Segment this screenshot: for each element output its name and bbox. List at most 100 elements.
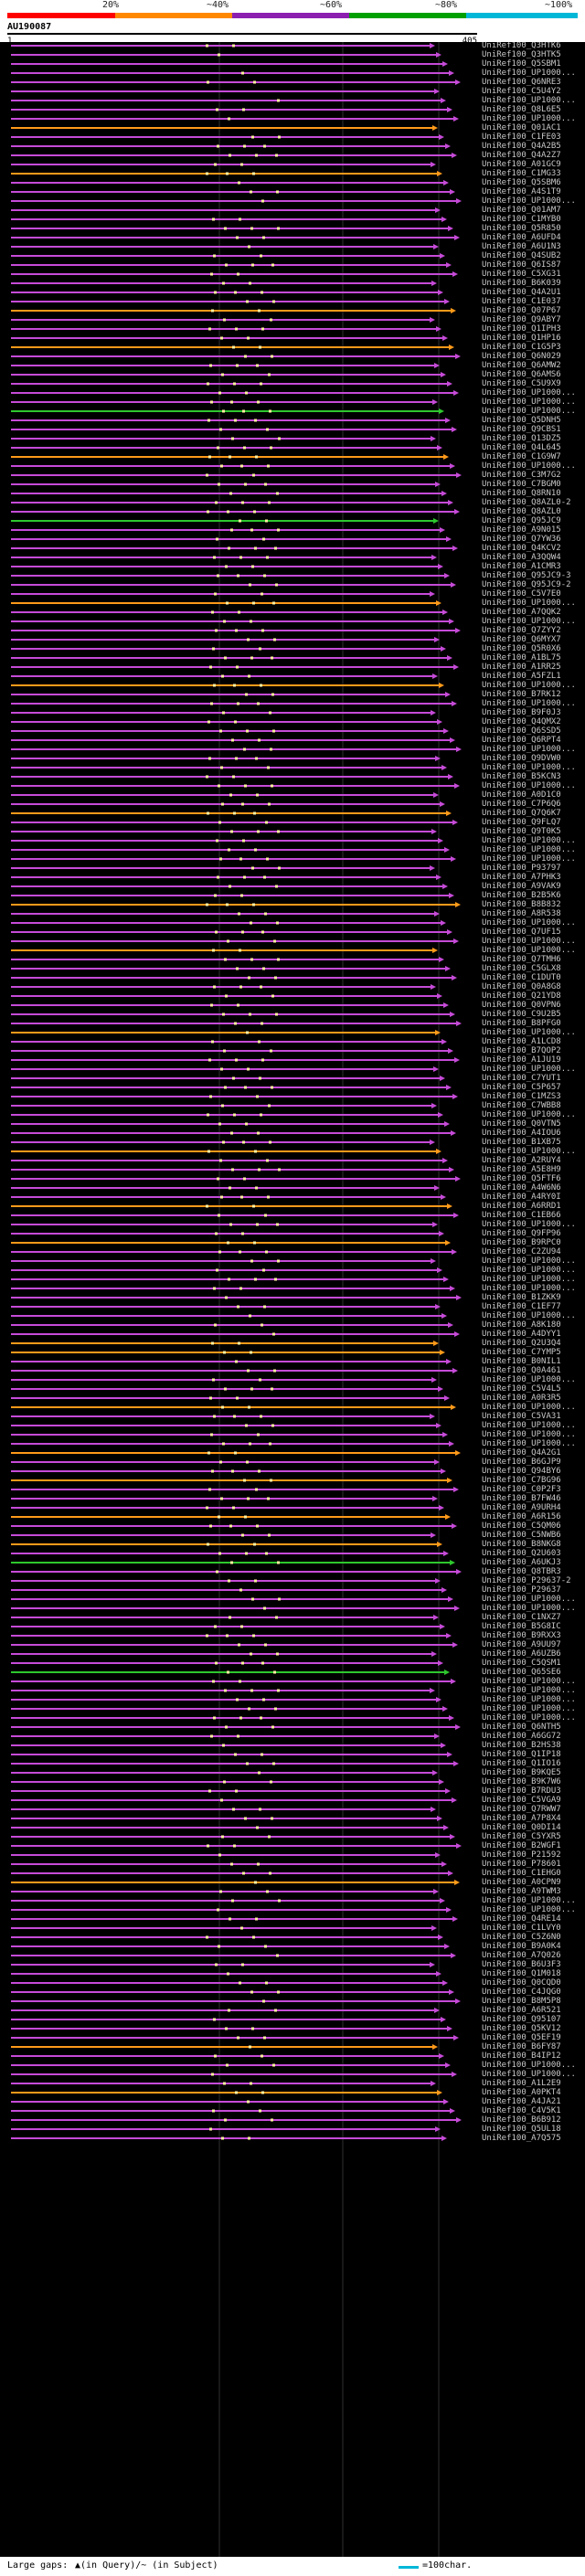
hit-name-link[interactable]: UniRef100_C5V7E0 — [482, 589, 561, 599]
hit-name-link[interactable]: UniRef100_C7WBB8 — [482, 1101, 561, 1110]
hit-name-link[interactable]: UniRef100_Q5SBM6 — [482, 178, 561, 187]
hit-name-link[interactable]: UniRef100_UP1000... — [482, 699, 576, 708]
hit-name-link[interactable]: UniRef100_C5QSM1 — [482, 1659, 561, 1668]
hit-name-link[interactable]: UniRef100_A1JU19 — [482, 1055, 561, 1065]
hit-name-link[interactable]: UniRef100_P93797 — [482, 864, 561, 873]
hit-name-link[interactable]: UniRef100_Q6N029 — [482, 352, 561, 361]
hit-name-link[interactable]: UniRef100_A6R521 — [482, 2006, 561, 2015]
hit-name-link[interactable]: UniRef100_UP1000... — [482, 1421, 576, 1430]
hit-name-link[interactable]: UniRef100_Q1IPH3 — [482, 324, 561, 334]
hit-name-link[interactable]: UniRef100_A9N015 — [482, 525, 561, 535]
hit-name-link[interactable]: UniRef100_UP1000... — [482, 1713, 576, 1723]
hit-name-link[interactable]: UniRef100_C1NXZ7 — [482, 1613, 561, 1622]
hit-name-link[interactable]: UniRef100_A6UFD4 — [482, 233, 561, 242]
hit-name-link[interactable]: UniRef100_UP1000... — [482, 1430, 576, 1439]
hit-name-link[interactable]: UniRef100_Q6IS87 — [482, 260, 561, 270]
hit-name-link[interactable]: UniRef100_B6FY87 — [482, 2042, 561, 2051]
hit-name-link[interactable]: UniRef100_C2ZU94 — [482, 1247, 561, 1256]
hit-name-link[interactable]: UniRef100_B0NIL1 — [482, 1357, 561, 1366]
hit-name-link[interactable]: UniRef100_C5Z6N0 — [482, 1933, 561, 1942]
hit-name-link[interactable]: UniRef100_A6RRD1 — [482, 1202, 561, 1211]
hit-name-link[interactable]: UniRef100_UP1000... — [482, 745, 576, 754]
hit-name-link[interactable]: UniRef100_Q2U603 — [482, 1549, 561, 1558]
hit-name-link[interactable]: UniRef100_C5U4Y2 — [482, 87, 561, 96]
hit-name-link[interactable]: UniRef100_B2HS38 — [482, 1741, 561, 1750]
hit-name-link[interactable]: UniRef100_A6R156 — [482, 1512, 561, 1521]
hit-name-link[interactable]: UniRef100_UP1000... — [482, 1896, 576, 1905]
hit-name-link[interactable]: UniRef100_UP1000... — [482, 461, 576, 471]
hit-name-link[interactable]: UniRef100_B8PFG0 — [482, 1019, 561, 1028]
hit-name-link[interactable]: UniRef100_Q4A2Z7 — [482, 151, 561, 160]
hit-name-link[interactable]: UniRef100_B9A0K4 — [482, 1942, 561, 1951]
hit-name-link[interactable]: UniRef100_B2WGF1 — [482, 1841, 561, 1850]
hit-name-link[interactable]: UniRef100_UP1000... — [482, 854, 576, 864]
hit-name-link[interactable]: UniRef100_A1CMR3 — [482, 562, 561, 571]
hit-name-link[interactable]: UniRef100_Q9T0K5 — [482, 827, 561, 836]
hit-name-link[interactable]: UniRef100_A1BL75 — [482, 653, 561, 663]
hit-name-link[interactable]: UniRef100_Q7TMH6 — [482, 955, 561, 964]
hit-name-link[interactable]: UniRef100_Q2U3Q4 — [482, 1339, 561, 1348]
hit-name-link[interactable]: UniRef100_P78601 — [482, 1860, 561, 1869]
hit-name-link[interactable]: UniRef100_UP1000... — [482, 388, 576, 398]
hit-name-link[interactable]: UniRef100_A1L2E9 — [482, 2079, 561, 2088]
hit-name-link[interactable]: UniRef100_UP1000... — [482, 114, 576, 123]
hit-name-link[interactable]: UniRef100_A01GC9 — [482, 160, 561, 169]
hit-name-link[interactable]: UniRef100_Q5UL18 — [482, 2125, 561, 2134]
hit-name-link[interactable]: UniRef100_B4IP12 — [482, 2051, 561, 2061]
hit-name-link[interactable]: UniRef100_B8B832 — [482, 900, 561, 909]
hit-name-link[interactable]: UniRef100_A5E8H9 — [482, 1165, 561, 1174]
hit-name-link[interactable]: UniRef100_C5GLX8 — [482, 964, 561, 973]
hit-name-link[interactable]: UniRef100_A8K180 — [482, 1320, 561, 1330]
hit-name-link[interactable]: UniRef100_B5KCN3 — [482, 772, 561, 781]
hit-name-link[interactable]: UniRef100_Q5R850 — [482, 224, 561, 233]
hit-name-link[interactable]: UniRef100_B7RK12 — [482, 690, 561, 699]
hit-name-link[interactable]: UniRef100_UP1000... — [482, 937, 576, 946]
hit-name-link[interactable]: UniRef100_C7BGM0 — [482, 480, 561, 489]
hit-name-link[interactable]: UniRef100_B6GJP9 — [482, 1458, 561, 1467]
hit-name-link[interactable]: UniRef100_Q07P67 — [482, 306, 561, 315]
hit-name-link[interactable]: UniRef100_C4JQG0 — [482, 1988, 561, 1997]
hit-name-link[interactable]: UniRef100_Q4RE14 — [482, 1914, 561, 1924]
hit-name-link[interactable]: UniRef100_UP1000... — [482, 1704, 576, 1713]
hit-name-link[interactable]: UniRef100_C5XG31 — [482, 270, 561, 279]
hit-name-link[interactable]: UniRef100_Q4SUB2 — [482, 251, 561, 260]
hit-name-link[interactable]: UniRef100_UP1000... — [482, 1604, 576, 1613]
hit-name-link[interactable]: UniRef100_UP1000... — [482, 836, 576, 845]
hit-name-link[interactable]: UniRef100_Q0CQD0 — [482, 1978, 561, 1988]
hit-name-link[interactable]: UniRef100_Q95JC9 — [482, 516, 561, 525]
hit-name-link[interactable]: UniRef100_C1LVY0 — [482, 1924, 561, 1933]
hit-name-link[interactable]: UniRef100_C5VA31 — [482, 1412, 561, 1421]
hit-name-link[interactable]: UniRef100_UP1000... — [482, 2061, 576, 2070]
hit-name-link[interactable]: UniRef100_UP1000... — [482, 1403, 576, 1412]
hit-name-link[interactable]: UniRef100_B6K039 — [482, 279, 561, 288]
hit-name-link[interactable]: UniRef100_Q13DZ5 — [482, 434, 561, 443]
hit-name-link[interactable]: UniRef100_B5G8IC — [482, 1622, 561, 1631]
hit-name-link[interactable]: UniRef100_B8NKG8 — [482, 1540, 561, 1549]
hit-name-link[interactable]: UniRef100_Q6AMS6 — [482, 370, 561, 379]
hit-name-link[interactable]: UniRef100_A0R3R5 — [482, 1394, 561, 1403]
hit-name-link[interactable]: UniRef100_C1G5P3 — [482, 343, 561, 352]
hit-name-link[interactable]: UniRef100_UP1000... — [482, 946, 576, 955]
hit-name-link[interactable]: UniRef100_C5VGA9 — [482, 1796, 561, 1805]
hit-name-link[interactable]: UniRef100_Q9ABY7 — [482, 315, 561, 324]
hit-name-link[interactable]: UniRef100_Q8TBR3 — [482, 1567, 561, 1576]
hit-name-link[interactable]: UniRef100_C0P2F3 — [482, 1485, 561, 1494]
hit-name-link[interactable]: UniRef100_C5YXR5 — [482, 1832, 561, 1841]
hit-name-link[interactable]: UniRef100_UP1000... — [482, 1595, 576, 1604]
hit-name-link[interactable]: UniRef100_Q1HP16 — [482, 334, 561, 343]
hit-name-link[interactable]: UniRef100_Q95107 — [482, 2015, 561, 2024]
hit-name-link[interactable]: UniRef100_UP1000... — [482, 845, 576, 854]
hit-name-link[interactable]: UniRef100_UP1000... — [482, 1110, 576, 1119]
hit-name-link[interactable]: UniRef100_Q0A8G8 — [482, 982, 561, 991]
hit-name-link[interactable]: UniRef100_Q3HTK5 — [482, 50, 561, 59]
hit-name-link[interactable]: UniRef100_UP1000... — [482, 1905, 576, 1914]
hit-name-link[interactable]: UniRef100_UP1000... — [482, 1147, 576, 1156]
hit-name-link[interactable]: UniRef100_C1MG33 — [482, 169, 561, 178]
hit-name-link[interactable]: UniRef100_UP1000... — [482, 1065, 576, 1074]
hit-name-link[interactable]: UniRef100_UP1000... — [482, 1256, 576, 1266]
hit-name-link[interactable]: UniRef100_A6U1N3 — [482, 242, 561, 251]
hit-name-link[interactable]: UniRef100_A3QQW4 — [482, 553, 561, 562]
hit-name-link[interactable]: UniRef100_A0CPN9 — [482, 1878, 561, 1887]
hit-name-link[interactable]: UniRef100_Q01AM7 — [482, 206, 561, 215]
hit-name-link[interactable]: UniRef100_A4W6N6 — [482, 1183, 561, 1193]
